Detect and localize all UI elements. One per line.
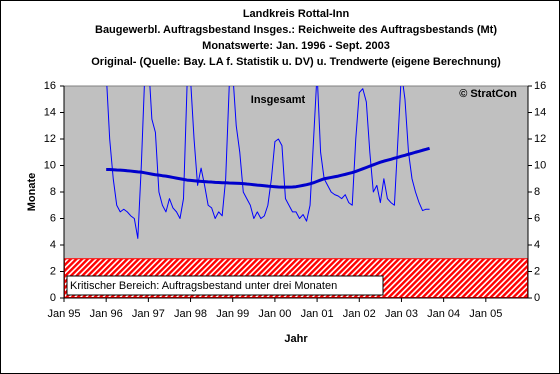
x-tick-label: Jan 96	[90, 308, 123, 320]
y2-tick-label: 12	[534, 133, 546, 145]
y2-tick-label: 4	[534, 239, 540, 251]
x-tick-label: Jan 95	[47, 308, 80, 320]
critical-label-box	[66, 275, 384, 296]
y2-tick-label: 14	[534, 106, 546, 118]
title-line: Original- (Quelle: Bay. LA f. Statistik …	[91, 56, 501, 68]
x-tick-label: Jan 99	[216, 308, 249, 320]
y2-tick-label: 8	[534, 186, 540, 198]
x-tick-label: Jan 97	[132, 308, 165, 320]
plot-lines	[106, 86, 431, 239]
x-tick-label: Jan 05	[469, 308, 502, 320]
y-tick-label: 10	[44, 159, 56, 171]
series-label: Insgesamt	[251, 94, 306, 106]
x-axis-label: Jahr	[284, 333, 308, 345]
x-tick-label: Jan 00	[258, 308, 291, 320]
y2-tick-label: 0	[534, 292, 540, 304]
y-tick-label: 14	[44, 106, 56, 118]
critical-label: Kritischer Bereich: Auftragsbestand unte…	[70, 280, 337, 292]
y-axis-label: Monate	[26, 173, 38, 212]
title-line: Monatswerte: Jan. 1996 - Sept. 2003	[202, 40, 390, 52]
series-line	[106, 146, 431, 189]
y-tick-label: 12	[44, 133, 56, 145]
y-tick-label: 2	[50, 265, 56, 277]
y-tick-label: 4	[50, 239, 56, 251]
x-tick-label: Jan 01	[301, 308, 334, 320]
y-tick-label: 6	[50, 212, 56, 224]
y2-tick-label: 2	[534, 265, 540, 277]
x-tick-label: Jan 03	[385, 308, 418, 320]
x-tick-label: Jan 98	[174, 308, 207, 320]
y-tick-label: 8	[50, 186, 56, 198]
title-line: Landkreis Rottal-Inn	[243, 8, 350, 20]
x-tick-label: Jan 02	[343, 308, 376, 320]
y-tick-label: 16	[44, 80, 56, 92]
x-tick-label: Jan 04	[427, 308, 460, 320]
copyright: © StratCon	[459, 88, 517, 100]
title-line: Baugewerbl. Auftragsbestand Insges.: Rei…	[95, 24, 497, 36]
y-tick-label: 0	[50, 292, 56, 304]
y2-tick-label: 10	[534, 159, 546, 171]
series-line	[106, 86, 430, 239]
y2-tick-label: 16	[534, 80, 546, 92]
y2-tick-label: 6	[534, 212, 540, 224]
